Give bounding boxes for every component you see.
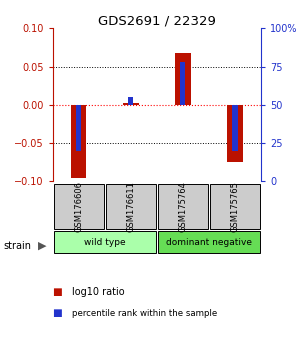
Bar <box>71 105 86 178</box>
Text: ▶: ▶ <box>38 241 46 251</box>
Text: dominant negative: dominant negative <box>166 238 252 247</box>
Bar <box>128 97 133 105</box>
Bar <box>232 105 238 151</box>
Text: percentile rank within the sample: percentile rank within the sample <box>72 309 217 318</box>
Bar <box>227 105 243 162</box>
Text: log10 ratio: log10 ratio <box>72 287 124 297</box>
Text: GSM176606: GSM176606 <box>74 181 83 232</box>
FancyBboxPatch shape <box>106 184 156 229</box>
Title: GDS2691 / 22329: GDS2691 / 22329 <box>98 14 216 27</box>
Text: ■: ■ <box>52 287 62 297</box>
FancyBboxPatch shape <box>158 184 208 229</box>
FancyBboxPatch shape <box>53 184 104 229</box>
Text: GSM175764: GSM175764 <box>178 181 187 232</box>
Bar <box>180 62 185 105</box>
Bar <box>123 103 139 105</box>
FancyBboxPatch shape <box>210 184 260 229</box>
Text: GSM175765: GSM175765 <box>230 181 239 232</box>
Text: wild type: wild type <box>84 238 125 247</box>
Text: ■: ■ <box>52 308 62 318</box>
Text: strain: strain <box>3 241 31 251</box>
FancyBboxPatch shape <box>53 232 156 253</box>
Bar <box>175 53 190 105</box>
FancyBboxPatch shape <box>158 232 260 253</box>
Bar <box>76 105 81 151</box>
Text: GSM176611: GSM176611 <box>126 181 135 232</box>
